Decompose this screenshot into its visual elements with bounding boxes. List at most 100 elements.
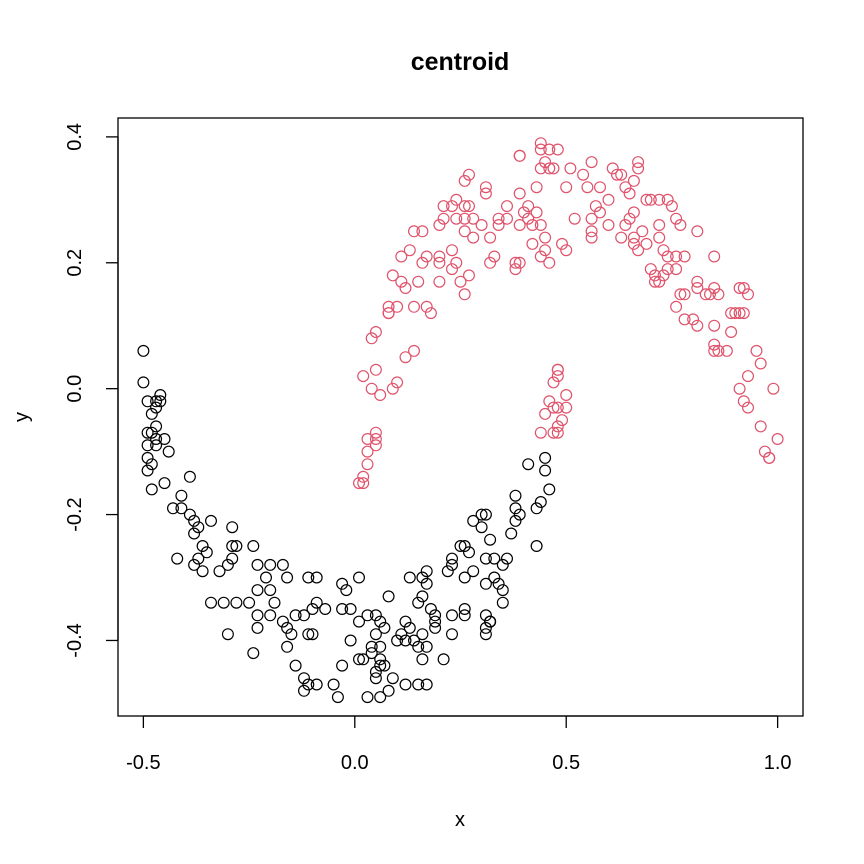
data-point-series-1 [539, 451, 552, 464]
data-point-series-2 [602, 219, 615, 232]
data-point-series-2 [412, 275, 425, 288]
data-point-series-1 [429, 609, 442, 622]
data-point-series-1 [479, 508, 492, 521]
data-point-series-2 [750, 344, 763, 357]
data-point-series-2 [395, 250, 408, 263]
data-point-series-1 [458, 539, 471, 552]
data-point-series-1 [458, 602, 471, 615]
data-point-series-2 [458, 174, 471, 187]
data-point-series-1 [141, 395, 154, 408]
data-point-series-1 [513, 508, 526, 521]
data-point-series-1 [399, 678, 412, 691]
data-point-series-1 [230, 596, 243, 609]
data-point-series-2 [585, 225, 598, 238]
data-point-series-2 [543, 162, 556, 175]
data-point-series-1 [302, 678, 315, 691]
data-point-series-1 [154, 389, 167, 402]
data-point-series-1 [416, 628, 429, 641]
data-point-series-1 [509, 502, 522, 515]
data-point-series-1 [374, 659, 387, 672]
data-point-series-1 [522, 458, 535, 471]
data-point-series-2 [458, 212, 471, 225]
data-point-series-2 [420, 250, 433, 263]
data-point-series-1 [145, 458, 158, 471]
data-point-series-1 [369, 609, 382, 622]
data-point-series-1 [496, 596, 509, 609]
data-point-series-1 [145, 407, 158, 420]
data-point-series-1 [382, 590, 395, 603]
data-point-series-2 [484, 231, 497, 244]
data-point-series-1 [281, 571, 294, 584]
data-point-series-2 [458, 288, 471, 301]
data-point-series-2 [475, 219, 488, 232]
data-point-series-2 [463, 168, 476, 181]
data-point-series-2 [408, 300, 421, 313]
data-point-series-1 [530, 539, 543, 552]
data-point-series-2 [526, 237, 539, 250]
data-point-series-2 [437, 200, 450, 213]
data-point-series-1 [175, 502, 188, 515]
data-point-series-2 [623, 187, 636, 200]
data-point-series-2 [615, 168, 628, 181]
x-tick-label: 0.0 [341, 752, 369, 774]
data-point-series-1 [412, 678, 425, 691]
data-point-series-2 [416, 225, 429, 238]
data-point-series-1 [188, 527, 201, 540]
data-point-series-2 [670, 212, 683, 225]
data-point-series-2 [534, 162, 547, 175]
data-point-series-2 [513, 149, 526, 162]
data-point-series-1 [243, 596, 256, 609]
data-point-series-2 [670, 263, 683, 276]
data-point-series-2 [632, 156, 645, 169]
data-point-series-2 [619, 219, 632, 232]
data-point-series-2 [479, 181, 492, 194]
data-point-series-1 [310, 596, 323, 609]
data-point-series-2 [467, 231, 480, 244]
data-point-series-2 [543, 256, 556, 269]
data-point-series-2 [534, 137, 547, 150]
data-point-series-2 [593, 181, 606, 194]
data-point-series-2 [733, 282, 746, 295]
data-point-series-1 [306, 602, 319, 615]
data-point-series-2 [369, 433, 382, 446]
data-point-series-2 [369, 439, 382, 452]
data-point-series-1 [230, 539, 243, 552]
data-point-series-2 [725, 326, 738, 339]
data-point-series-2 [725, 307, 738, 320]
data-point-series-2 [657, 244, 670, 257]
data-point-series-1 [192, 521, 205, 534]
data-point-series-1 [150, 420, 163, 433]
data-point-series-2 [585, 156, 598, 169]
data-point-series-1 [260, 571, 273, 584]
data-point-series-1 [221, 628, 234, 641]
data-point-series-2 [369, 326, 382, 339]
data-point-series-2 [678, 313, 691, 326]
data-point-series-1 [369, 665, 382, 678]
data-point-series-2 [551, 370, 564, 383]
data-point-series-1 [196, 539, 209, 552]
data-point-series-1 [484, 615, 497, 628]
data-point-series-2 [661, 250, 674, 263]
data-point-series-2 [450, 212, 463, 225]
data-point-series-2 [758, 445, 771, 458]
data-point-series-2 [382, 307, 395, 320]
data-point-series-2 [741, 401, 754, 414]
data-point-series-2 [539, 231, 552, 244]
data-point-series-2 [560, 244, 573, 257]
data-point-series-1 [420, 640, 433, 653]
data-point-series-2 [767, 382, 780, 395]
data-point-series-2 [551, 426, 564, 439]
data-point-series-1 [496, 558, 509, 571]
data-point-series-1 [361, 609, 374, 622]
data-point-series-1 [251, 558, 264, 571]
data-point-series-1 [539, 464, 552, 477]
data-point-series-1 [357, 653, 370, 666]
data-point-series-2 [674, 219, 687, 232]
data-point-series-1 [298, 672, 311, 685]
data-point-series-1 [150, 433, 163, 446]
data-point-series-1 [264, 584, 277, 597]
data-point-series-1 [137, 344, 150, 357]
data-point-series-2 [648, 269, 661, 282]
data-point-series-1 [403, 621, 416, 634]
data-point-series-1 [298, 609, 311, 622]
